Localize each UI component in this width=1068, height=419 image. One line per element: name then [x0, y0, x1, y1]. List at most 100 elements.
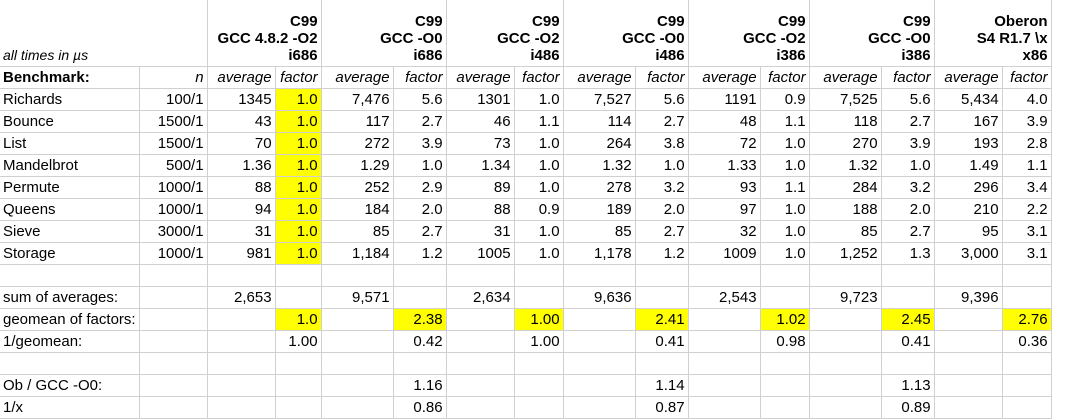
average-cell[interactable]: 1191	[688, 88, 761, 111]
empty-cell[interactable]	[688, 264, 761, 287]
average-cell[interactable]: 7,527	[563, 88, 636, 111]
empty-cell[interactable]	[446, 374, 515, 397]
factor-cell[interactable]: 1.0	[275, 154, 322, 177]
average-cell[interactable]: 270	[809, 132, 882, 155]
average-cell[interactable]: 72	[688, 132, 761, 155]
average-cell[interactable]: 1.33	[688, 154, 761, 177]
empty-cell[interactable]	[934, 330, 1003, 353]
factor-cell[interactable]: 3.1	[1002, 220, 1052, 243]
factor-cell[interactable]: 2.0	[881, 198, 935, 221]
empty-cell[interactable]	[139, 374, 208, 397]
sum-cell[interactable]: 2,634	[446, 286, 515, 309]
inv-geomean-cell[interactable]: 0.98	[760, 330, 810, 353]
config-header[interactable]: C99 GCC -O0 i486	[563, 0, 689, 67]
empty-cell[interactable]	[275, 396, 322, 419]
average-cell[interactable]: 1005	[446, 242, 515, 265]
empty-cell[interactable]	[688, 352, 761, 375]
empty-cell[interactable]	[393, 352, 447, 375]
sum-cell[interactable]: 9,571	[321, 286, 394, 309]
empty-cell[interactable]	[688, 396, 761, 419]
average-cell[interactable]: 188	[809, 198, 882, 221]
empty-cell[interactable]	[139, 352, 208, 375]
factor-cell[interactable]: 3.1	[1002, 242, 1052, 265]
average-cell[interactable]: 70	[207, 132, 276, 155]
factor-cell[interactable]: 2.7	[881, 110, 935, 133]
factor-label[interactable]: factor	[393, 66, 447, 89]
average-cell[interactable]: 117	[321, 110, 394, 133]
factor-cell[interactable]: 1.0	[635, 154, 689, 177]
empty-cell[interactable]	[446, 330, 515, 353]
factor-label[interactable]: factor	[1002, 66, 1052, 89]
average-cell[interactable]: 1,252	[809, 242, 882, 265]
empty-cell[interactable]	[635, 352, 689, 375]
factor-cell[interactable]: 1.0	[275, 110, 322, 133]
benchmark-n[interactable]: 500/1	[139, 154, 208, 177]
caption-cell[interactable]: all times in µs	[0, 0, 208, 67]
average-cell[interactable]: 1.29	[321, 154, 394, 177]
factor-cell[interactable]: 1.1	[760, 110, 810, 133]
average-label[interactable]: average	[934, 66, 1003, 89]
factor-label[interactable]: factor	[635, 66, 689, 89]
inv-geomean-cell[interactable]: 1.00	[275, 330, 322, 353]
empty-cell[interactable]	[321, 264, 394, 287]
factor-label[interactable]: factor	[881, 66, 935, 89]
factor-cell[interactable]: 3.9	[881, 132, 935, 155]
empty-cell[interactable]	[139, 264, 208, 287]
config-header[interactable]: C99 GCC -O2 i386	[688, 0, 810, 67]
factor-cell[interactable]: 2.7	[635, 220, 689, 243]
empty-cell[interactable]	[809, 330, 882, 353]
empty-cell[interactable]	[1002, 264, 1052, 287]
average-cell[interactable]: 31	[446, 220, 515, 243]
average-cell[interactable]: 1,184	[321, 242, 394, 265]
empty-cell[interactable]	[275, 352, 322, 375]
geomean-cell[interactable]: 1.02	[760, 308, 810, 331]
empty-cell[interactable]	[760, 374, 810, 397]
empty-cell[interactable]	[563, 352, 636, 375]
factor-cell[interactable]: 1.0	[514, 176, 564, 199]
average-cell[interactable]: 95	[934, 220, 1003, 243]
average-cell[interactable]: 73	[446, 132, 515, 155]
factor-cell[interactable]: 3.9	[393, 132, 447, 155]
empty-cell[interactable]	[446, 352, 515, 375]
geomean-cell[interactable]: 1.0	[275, 308, 322, 331]
empty-cell[interactable]	[934, 308, 1003, 331]
inv-geomean-cell[interactable]: 0.42	[393, 330, 447, 353]
config-header[interactable]: C99 GCC -O0 i686	[321, 0, 447, 67]
average-cell[interactable]: 114	[563, 110, 636, 133]
factor-cell[interactable]: 1.0	[760, 198, 810, 221]
average-cell[interactable]: 981	[207, 242, 276, 265]
average-cell[interactable]: 1.34	[446, 154, 515, 177]
factor-cell[interactable]: 1.0	[275, 176, 322, 199]
factor-cell[interactable]: 1.0	[881, 154, 935, 177]
empty-cell[interactable]	[1002, 352, 1052, 375]
empty-cell[interactable]	[446, 396, 515, 419]
average-cell[interactable]: 1345	[207, 88, 276, 111]
factor-cell[interactable]: 1.0	[760, 132, 810, 155]
factor-cell[interactable]: 1.0	[275, 220, 322, 243]
empty-cell[interactable]	[563, 374, 636, 397]
average-cell[interactable]: 1009	[688, 242, 761, 265]
geomean-cell[interactable]: 1.00	[514, 308, 564, 331]
empty-cell[interactable]	[934, 264, 1003, 287]
average-cell[interactable]: 264	[563, 132, 636, 155]
empty-cell[interactable]	[760, 286, 810, 309]
empty-cell[interactable]	[321, 330, 394, 353]
factor-cell[interactable]: 1.0	[760, 220, 810, 243]
empty-cell[interactable]	[563, 330, 636, 353]
empty-cell[interactable]	[881, 352, 935, 375]
average-cell[interactable]: 1301	[446, 88, 515, 111]
empty-cell[interactable]	[207, 396, 276, 419]
average-cell[interactable]: 85	[809, 220, 882, 243]
factor-label[interactable]: factor	[760, 66, 810, 89]
factor-cell[interactable]: 1.0	[514, 220, 564, 243]
benchmark-n[interactable]: 1500/1	[139, 132, 208, 155]
empty-cell[interactable]	[514, 286, 564, 309]
empty-cell[interactable]	[139, 308, 208, 331]
sum-label[interactable]: sum of averages:	[0, 286, 140, 309]
benchmark-name[interactable]: Storage	[0, 242, 140, 265]
factor-cell[interactable]: 1.3	[881, 242, 935, 265]
factor-label[interactable]: factor	[275, 66, 322, 89]
factor-cell[interactable]: 1.0	[275, 242, 322, 265]
average-label[interactable]: average	[688, 66, 761, 89]
empty-cell[interactable]	[563, 308, 636, 331]
